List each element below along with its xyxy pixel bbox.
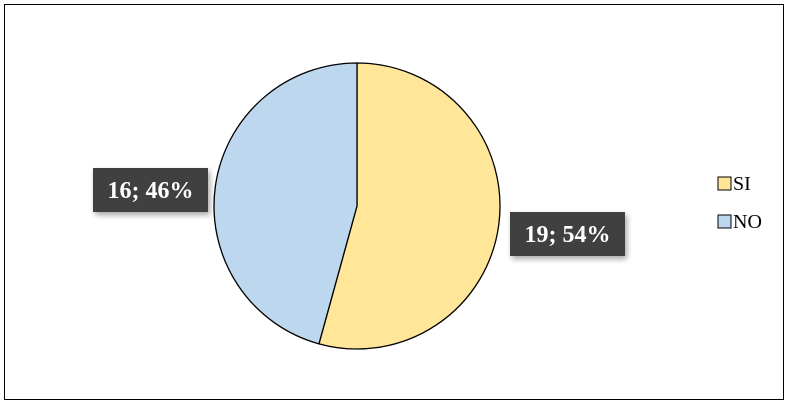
legend-swatch-no xyxy=(717,214,732,229)
legend: SI NO xyxy=(717,173,762,233)
pie-slice-si xyxy=(318,62,501,350)
legend-swatch-si xyxy=(717,176,732,191)
data-label-box-no xyxy=(93,168,208,212)
legend-label-no: NO xyxy=(733,211,762,233)
data-label-box-si xyxy=(510,212,625,256)
data-labels: 19; 54% 16; 46% xyxy=(93,168,625,256)
data-label-si: 19; 54% xyxy=(525,222,611,248)
pie-slice-no xyxy=(213,62,358,345)
data-label-no: 16; 46% xyxy=(108,178,194,204)
legend-label-si: SI xyxy=(733,173,751,195)
pie-slices xyxy=(213,62,501,350)
